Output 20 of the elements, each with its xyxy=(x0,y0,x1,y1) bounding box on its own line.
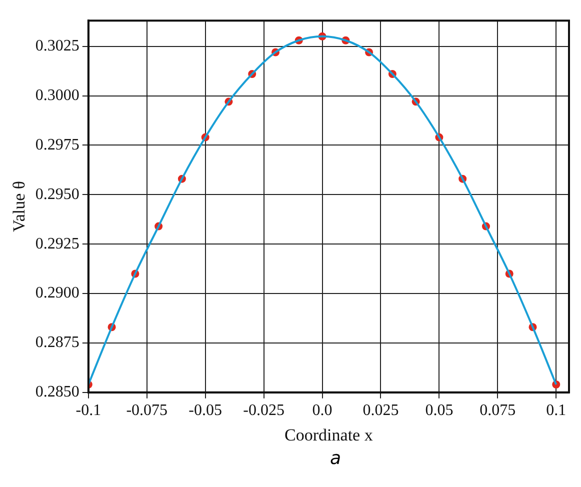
x-axis-title: Coordinate x xyxy=(284,425,374,444)
y-tick-label: 0.2950 xyxy=(35,186,80,203)
x-tick-label: 0.1 xyxy=(546,402,566,420)
x-tick-label: -0.05 xyxy=(188,402,222,420)
x-tick-label: 0.025 xyxy=(362,402,399,420)
y-tick-label: 0.2975 xyxy=(35,136,80,154)
x-tick-label: 0.075 xyxy=(480,402,516,420)
y-tick-label: 0.3025 xyxy=(35,38,80,55)
y-axis-title: Value θ xyxy=(10,180,29,232)
y-tick-label: 0.3000 xyxy=(35,86,80,104)
x-tick-label: 0.0 xyxy=(312,402,332,420)
y-tick-label: 0.2925 xyxy=(35,235,80,252)
x-tick-label: 0.05 xyxy=(425,402,454,420)
x-tick-label: -0.025 xyxy=(243,402,284,420)
y-tick-label: 0.2850 xyxy=(35,384,80,401)
x-tick-label: -0.1 xyxy=(76,402,102,420)
x-tick-label: -0.075 xyxy=(126,402,168,420)
y-tick-label: 0.2900 xyxy=(35,284,80,302)
y-tick-label: 0.2875 xyxy=(35,334,80,352)
text: a xyxy=(328,448,342,469)
